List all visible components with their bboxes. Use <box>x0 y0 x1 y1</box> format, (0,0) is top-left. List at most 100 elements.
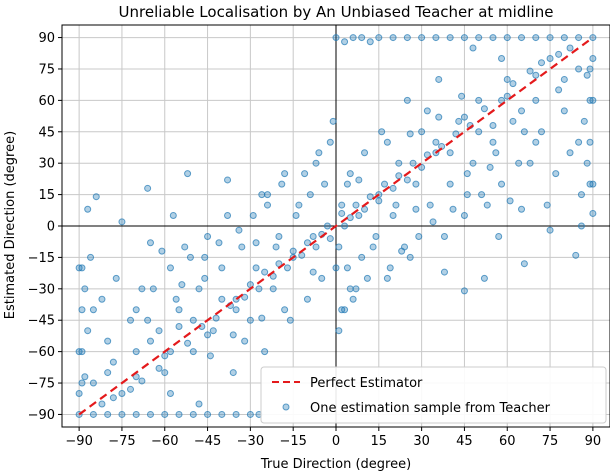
scatter-point <box>506 197 514 205</box>
scatter-point <box>229 369 237 377</box>
scatter-point <box>463 191 471 199</box>
x-tick-label: 90 <box>585 434 602 449</box>
scatter-point <box>366 193 374 201</box>
scatter-point <box>218 264 226 272</box>
scatter-point <box>89 306 97 314</box>
scatter-point <box>204 232 212 240</box>
scatter-point <box>166 348 174 356</box>
scatter-point <box>149 285 157 293</box>
scatter-point <box>78 379 86 387</box>
scatter-point <box>409 159 417 167</box>
y-tick-label: −60 <box>28 345 55 360</box>
scatter-point <box>460 34 468 42</box>
scatter-point <box>146 239 154 247</box>
scatter-point <box>189 410 197 418</box>
scatter-point <box>546 34 554 42</box>
scatter-point <box>104 369 112 377</box>
scatter-point <box>155 327 163 335</box>
scatter-point <box>303 239 311 247</box>
scatter-point <box>489 34 497 42</box>
x-tick-label: −90 <box>65 434 92 449</box>
scatter-point <box>577 191 585 199</box>
scatter-point <box>241 337 249 345</box>
scatter-point <box>483 201 491 209</box>
y-axis-title: Estimated Direction (degree) <box>3 131 18 319</box>
scatter-point <box>538 128 545 136</box>
scatter-point <box>138 377 146 385</box>
scatter-point <box>423 107 431 115</box>
scatter-point <box>432 34 440 42</box>
scatter-point <box>358 34 366 42</box>
scatter-point <box>161 369 169 377</box>
scatter-point <box>127 385 134 393</box>
scatter-point <box>132 306 140 314</box>
scatter-point <box>449 205 457 213</box>
y-tick-label: −90 <box>28 408 55 423</box>
scatter-point <box>169 212 177 220</box>
scatter-point <box>224 212 232 220</box>
scatter-point <box>503 92 511 100</box>
scatter-point <box>460 113 468 121</box>
scatter-point <box>232 306 240 314</box>
scatter-point <box>475 34 483 42</box>
scatter-point <box>446 180 454 188</box>
scatter-point <box>109 394 117 402</box>
x-tick-label: 45 <box>456 434 473 449</box>
scatter-point <box>238 243 246 251</box>
scatter-point <box>261 348 269 356</box>
scatter-point <box>515 159 523 167</box>
scatter-point <box>495 232 503 240</box>
scatter-point <box>289 247 297 255</box>
scatter-point <box>201 274 209 282</box>
scatter-point <box>89 410 97 418</box>
scatter-point <box>78 306 86 314</box>
scatter-point <box>518 34 526 42</box>
scatter-point <box>389 34 397 42</box>
scatter-point <box>104 410 112 418</box>
scatter-point <box>258 314 266 322</box>
scatter-point <box>395 172 403 180</box>
scatter-point <box>272 243 280 251</box>
scatter-point <box>349 34 357 42</box>
scatter-point <box>469 159 477 167</box>
x-tick-label: −75 <box>108 434 135 449</box>
scatter-point <box>455 117 463 125</box>
scatter-point <box>189 348 197 356</box>
scatter-point <box>560 107 568 115</box>
scatter-point <box>440 232 448 240</box>
scatter-point <box>432 138 440 146</box>
scatter-point <box>264 201 271 209</box>
scatter-series <box>75 34 597 418</box>
scatter-point <box>186 253 194 261</box>
scatter-point <box>383 274 391 282</box>
scatter-point <box>309 232 317 240</box>
x-tick-label: 30 <box>413 434 430 449</box>
scatter-point <box>392 201 400 209</box>
scatter-point <box>518 107 526 115</box>
scatter-point <box>546 55 554 62</box>
scatter-point <box>355 176 363 184</box>
scatter-point <box>118 410 126 418</box>
perfect-estimator-series <box>78 36 594 416</box>
scatter-point <box>415 232 423 240</box>
scatter-point <box>498 180 506 188</box>
scatter-point <box>489 138 497 146</box>
scatter-point <box>261 268 269 276</box>
scatter-point <box>338 201 346 209</box>
scatter-point <box>204 331 212 339</box>
x-tick-label: 15 <box>371 434 388 449</box>
scatter-point <box>389 212 397 220</box>
scatter-point <box>301 170 309 178</box>
scatter-point <box>406 253 414 261</box>
legend: Perfect Estimator One estimation sample … <box>260 366 607 424</box>
scatter-point <box>589 55 597 62</box>
scatter-point <box>560 75 568 83</box>
scatter-point <box>218 295 226 303</box>
scatter-point <box>321 180 329 188</box>
scatter-point <box>583 159 591 167</box>
scatter-point <box>460 287 468 295</box>
scatter-point <box>138 285 146 293</box>
scatter-point <box>458 92 466 100</box>
scatter-point <box>446 34 454 42</box>
